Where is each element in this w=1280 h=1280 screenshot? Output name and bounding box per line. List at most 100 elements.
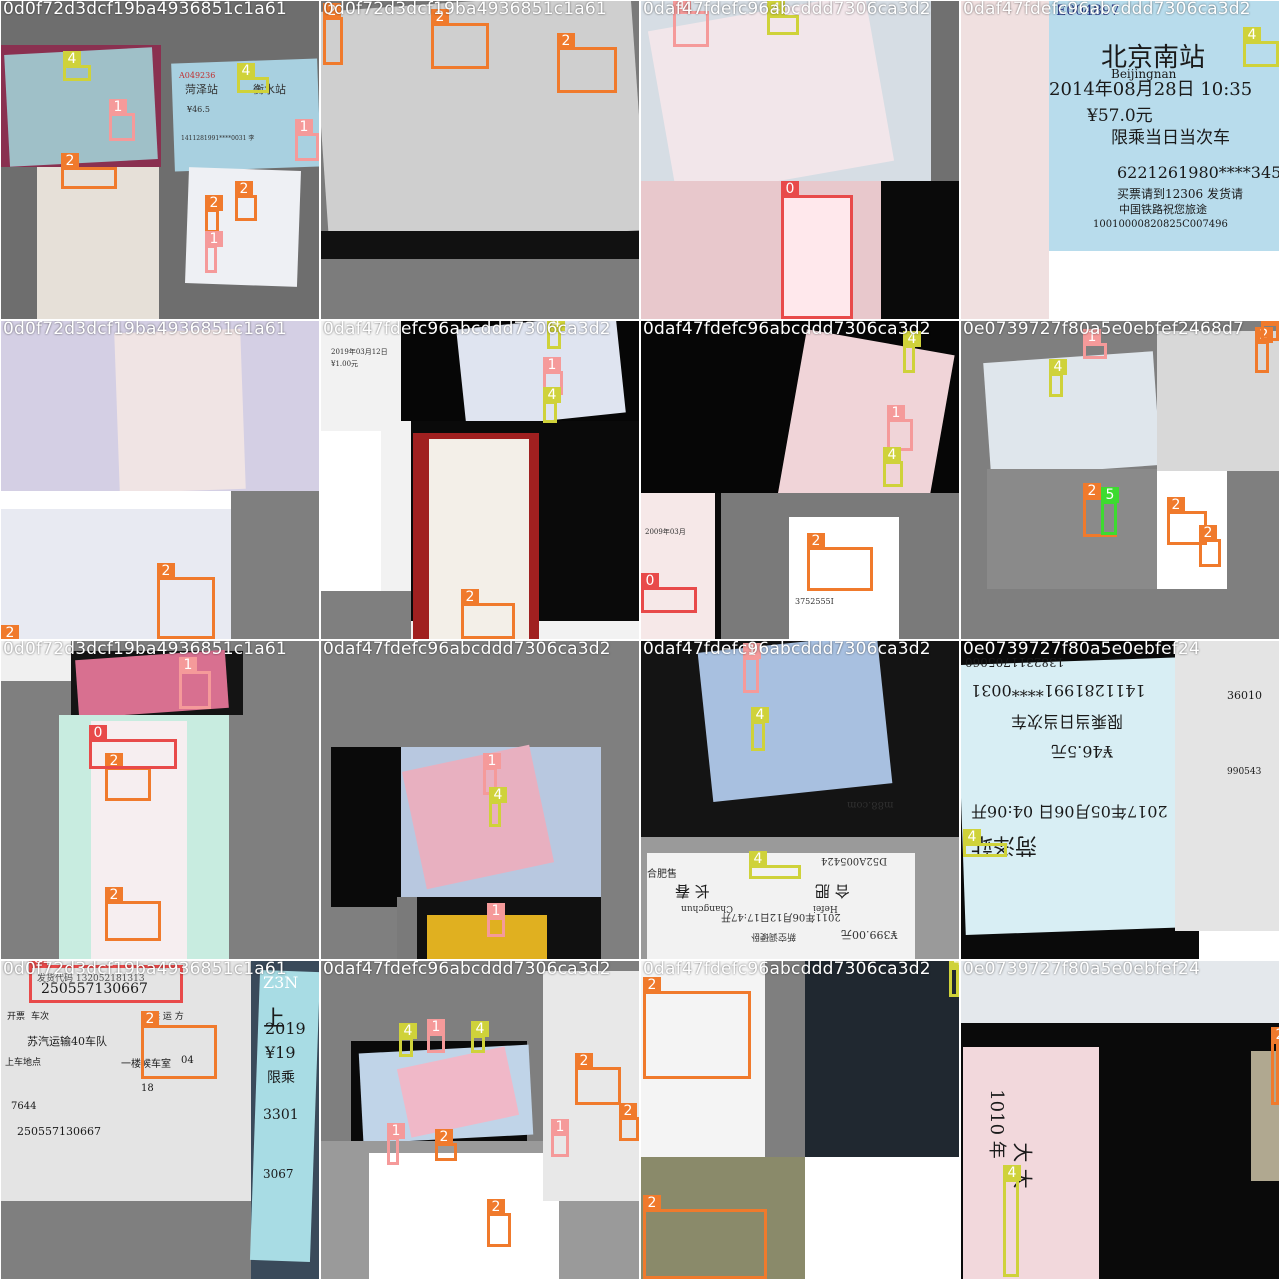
bounding-box-class-2: 2: [157, 563, 215, 639]
ticket-text: E004897: [1056, 3, 1120, 19]
bounding-box-class-4: 4: [471, 1021, 489, 1053]
bounding-box-label: 1: [487, 903, 505, 919]
bounding-box-label: 5: [1101, 487, 1119, 503]
ticket-text: 250557130667: [17, 1125, 101, 1138]
mosaic-tile: 250557130667 发货代码 132052181313 开票 车次乘 运 方苏汽…: [1, 961, 319, 1279]
bounding-box-label: 0: [781, 181, 799, 197]
bounding-box-label: 4: [903, 331, 921, 347]
bounding-box-class-4: 4: [1003, 1165, 1021, 1277]
ticket-text: Beijingnan: [1111, 67, 1177, 81]
ticket-text: 开票: [7, 1012, 26, 1022]
bounding-box-class-2: 2: [235, 181, 257, 221]
ticket-text: D52A005424: [821, 855, 888, 866]
document-image-region: [963, 1047, 1099, 1279]
bounding-box-class-1: 1: [295, 119, 319, 161]
document-image-region: [114, 328, 246, 494]
ticket-text: 36010: [1227, 689, 1262, 702]
bounding-box-label: 1: [483, 753, 501, 769]
bounding-box-class-1: 1: [487, 903, 505, 937]
bounding-box-class-4: 4: [1049, 359, 1067, 397]
tile-filename-title: 0daf47fdefc96abcddd7306ca3d2: [643, 321, 931, 339]
document-image-region: [961, 961, 1279, 1023]
bounding-box-label: 1: [887, 405, 905, 421]
ticket-text: 菏泽站: [185, 83, 218, 96]
bounding-box-label: 4: [237, 63, 255, 79]
bounding-box-label: 1: [543, 357, 561, 373]
mosaic-tile: E004897 北京南站 Beijingnan 2014年08月28日 10:35 ¥5…: [961, 1, 1279, 319]
bounding-box-class-2: 2: [575, 1053, 621, 1105]
document-image-region: [1049, 1, 1279, 251]
bounding-box-label: 2: [575, 1053, 593, 1069]
bounding-box-class-2: 2: [435, 1129, 457, 1161]
bounding-box-class-4: 4: [237, 63, 269, 93]
ticket-text: 1010 年: [985, 1089, 1007, 1159]
bounding-box-class-2: 2: [105, 753, 151, 801]
mosaic-tile: 2 2 0d0f72d3dcf19ba4936851c1a61: [1, 321, 319, 639]
bounding-box-class-4: 4: [543, 387, 561, 423]
bounding-box-label: 4: [1243, 27, 1261, 43]
ticket-text: ¥46.5元: [1051, 742, 1113, 761]
ticket-text: 7644: [11, 1101, 37, 1112]
mosaic-tile: 1 4 0 0daf47fdefc96abcddd7306ca3d2: [641, 1, 959, 319]
tile-filename-title: 0e0739727f80a5e0ebfef24: [963, 641, 1201, 659]
bounding-box-class-2: 2: [61, 153, 117, 189]
bounding-box-label: 2: [1083, 483, 1101, 499]
ticket-text: 3752555I: [795, 597, 834, 606]
mosaic-tile: 合肥售 D52A005424 长 春合 肥 Changchun Hefei 2011年06…: [641, 641, 959, 959]
document-image-region: [931, 1, 959, 181]
bounding-box-label: 1: [179, 657, 197, 673]
bounding-box-class-4: 4: [1243, 27, 1279, 67]
bounding-box-label: 2: [487, 1199, 505, 1215]
tile-filename-title: 0d0f72d3dcf19ba4936851c1a61: [3, 961, 287, 979]
ticket-text: 发货代码 132052181313: [37, 974, 145, 984]
mosaic-tile: 1411281991****0031 限乘当日当次车 ¥46.5元 2017年05月0…: [961, 641, 1279, 959]
tile-filename-title: 0daf47fdefc96abcddd7306ca3d2: [323, 961, 611, 979]
bounding-box-label: 1: [387, 1123, 405, 1139]
document-image-region: [987, 469, 1157, 589]
ticket-text: 苏汽运输40车队: [27, 1035, 107, 1048]
ticket-text: 合肥售: [647, 869, 677, 880]
mosaic-tile: 1 4 1 0daf47fdefc96abcddd7306ca3d2: [321, 641, 639, 959]
bounding-box-class-0: 0: [29, 961, 183, 1003]
bounding-box-label: 2: [643, 1195, 661, 1211]
ticket-text: 上车地点: [5, 1058, 42, 1068]
bounding-box-label: 1: [205, 231, 223, 247]
bounding-box-label: 2: [157, 563, 175, 579]
bounding-box-class-4: 4: [949, 961, 959, 997]
document-image-region: [231, 491, 319, 639]
ticket-text: 2009年03月: [645, 528, 686, 536]
bounding-box-class-4: 4: [767, 1, 799, 35]
mosaic-tile: 3752555I 2009年03月 4 1 4 2 0 0daf47fdefc96abcddd…: [641, 321, 959, 639]
bounding-box-class-1: 1: [179, 657, 211, 709]
document-image-region: [641, 493, 715, 639]
bounding-box-class-4: 4: [883, 447, 903, 487]
bounding-box-class-4: 4: [903, 331, 921, 373]
bounding-box-class-0: 0: [781, 181, 853, 319]
ticket-text: A049236: [179, 71, 216, 80]
mosaic-tile: 2 4 2 0daf47fdefc96abcddd7306ca3d2: [641, 961, 959, 1279]
bounding-box-label: 4: [749, 851, 767, 867]
document-image-region: [983, 351, 1161, 477]
ticket-text: 限乘当日当次车: [1111, 128, 1230, 148]
document-image-region: [1157, 331, 1279, 471]
bounding-box-label: 2: [1261, 321, 1279, 325]
ticket-text: 长 春: [675, 882, 710, 900]
bounding-box-class-0: 0: [641, 573, 697, 613]
bounding-box-class-4: 4: [963, 829, 1007, 857]
ticket-text: 限乘: [267, 1070, 295, 1086]
bounding-box-label: 2: [205, 195, 223, 211]
bounding-box-label: 2: [323, 3, 341, 19]
bounding-box-label: 2: [619, 1103, 637, 1119]
bounding-box-class-5: 5: [1101, 487, 1119, 535]
tile-filename-title: 0daf47fdefc96abcddd7306ca3d2: [323, 641, 611, 659]
document-image-region: [543, 971, 639, 1201]
bounding-box-class-1: 1: [551, 1119, 569, 1157]
bounding-box-class-4: 4: [751, 707, 769, 751]
tile-filename-title: 0d0f72d3dcf19ba4936851c1a61: [323, 1, 607, 19]
bounding-box-class-1: 1: [673, 1, 709, 47]
bounding-box-label: 4: [1049, 359, 1067, 375]
ticket-text: 3301: [263, 1107, 299, 1123]
bounding-box-class-1: 1: [743, 643, 761, 693]
document-image-region: [1175, 641, 1279, 931]
bounding-box-class-4: 4: [399, 1023, 417, 1057]
